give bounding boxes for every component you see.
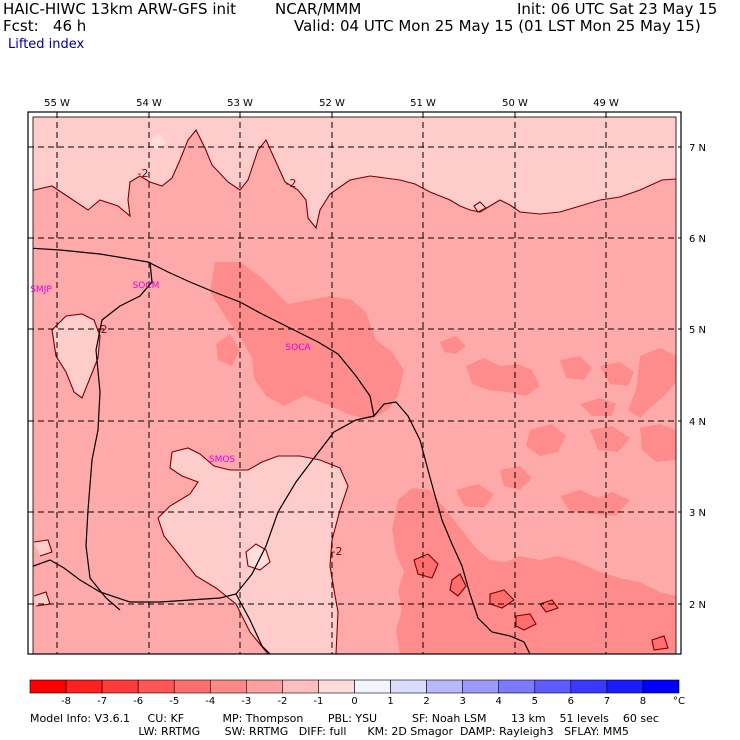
- colorbar-tick-label: 2: [423, 696, 429, 707]
- contour-label: -2: [286, 177, 297, 190]
- colorbar-tick-label: -2: [277, 696, 287, 707]
- contour-label: -2: [97, 323, 108, 336]
- colorbar-tick-label: 0: [351, 696, 357, 707]
- colorbar-swatch: [570, 679, 608, 694]
- borders: [33, 247, 531, 654]
- model-info-line1: Model Info: V3.6.1 CU: KF MP: Thompson P…: [30, 712, 659, 725]
- west-light-region: [52, 314, 100, 398]
- border-south: [235, 593, 271, 654]
- colorbar-tick-label: 7: [604, 696, 610, 707]
- colorbar-tick-label: 1: [387, 696, 393, 707]
- inner-frame: [32, 116, 677, 655]
- colorbar-tick-label: -3: [241, 696, 251, 707]
- colorbar-swatch: [173, 679, 211, 694]
- colorbar-tick-label: 4: [496, 696, 502, 707]
- lat-label: 4 N: [689, 417, 706, 428]
- colorbar-tick-label: 6: [568, 696, 574, 707]
- lat-label: 7 N: [689, 143, 706, 154]
- colorbar-swatch: [534, 679, 572, 694]
- forecast-hour: Fcst: 46 h: [3, 17, 87, 35]
- graticule: [28, 112, 681, 654]
- colorbar-swatch: [282, 679, 319, 694]
- colorbar-tick-label: 5: [532, 696, 538, 707]
- lon-label: 50 W: [502, 98, 528, 109]
- colorbar-tick-label: -1: [313, 696, 323, 707]
- institution-label: NCAR/MMM: [275, 0, 362, 18]
- colorbar-unit: °C: [673, 696, 685, 707]
- model-info-line2: LW: RRTMG SW: RRTMG DIFF: full KM: 2D Sm…: [30, 725, 629, 738]
- lon-label: 51 W: [410, 98, 436, 109]
- colorbar-swatch: [642, 679, 680, 694]
- colorbar-swatch: [390, 679, 427, 694]
- colorbar-tick-label: 3: [459, 696, 465, 707]
- colorbar-swatch: [137, 679, 175, 694]
- model-title: HAIC-HIWC 13km ARW-GFS init: [3, 0, 237, 18]
- contour-label: -2: [332, 545, 343, 558]
- colorbar-swatch: [29, 679, 67, 694]
- colorbar-swatch: [498, 679, 536, 694]
- station-label: SMOS: [209, 455, 236, 465]
- colorbar-swatch: [101, 679, 139, 694]
- lat-label: 2 N: [689, 600, 706, 611]
- southeast-dark-region: [392, 488, 676, 654]
- field-name: Lifted index: [8, 37, 85, 52]
- colorbar-swatch: [318, 679, 355, 694]
- colorbar-swatch: [354, 679, 391, 694]
- colorbar-swatch: [426, 679, 463, 694]
- lon-label: 52 W: [319, 98, 345, 109]
- border-west: [85, 261, 153, 611]
- lon-label: 54 W: [136, 98, 162, 109]
- colorbar-tick-label: -5: [169, 696, 179, 707]
- station-label: SMJP: [30, 285, 52, 295]
- colorbar: -8 -7 -6 -5 -4 -3 -2 -1 0 1 2 3 4 5 6 7 8 °C: [29, 679, 685, 707]
- lat-label: 3 N: [689, 508, 706, 519]
- lat-label: 6 N: [689, 234, 706, 245]
- lat-label: 5 N: [689, 325, 706, 336]
- colorbar-tick-label: 8: [640, 696, 646, 707]
- shaded-field: [33, 117, 676, 654]
- colorbar-swatch: [209, 679, 247, 694]
- station-label: SOCA: [285, 343, 311, 353]
- coastal-dark-region: [210, 262, 404, 420]
- colorbar-swatch: [606, 679, 644, 694]
- colorbar-tick-label: -4: [205, 696, 215, 707]
- colorbar-swatch: [246, 679, 283, 694]
- colorbar-tick-label: -8: [61, 696, 71, 707]
- colorbar-tick-label: -7: [97, 696, 107, 707]
- colorbar-swatch: [65, 679, 103, 694]
- valid-time: Valid: 04 UTC Mon 25 May 15 (01 LST Mon …: [294, 17, 701, 35]
- init-time: Init: 06 UTC Sat 23 May 15: [517, 0, 718, 18]
- lon-label: 55 W: [44, 98, 70, 109]
- lon-label: 49 W: [593, 98, 619, 109]
- colorbar-swatch: [462, 679, 500, 694]
- contour-label: -2: [138, 167, 149, 180]
- station-label: SOCM: [133, 281, 160, 291]
- border-marowijne: [33, 415, 375, 603]
- lon-label: 53 W: [227, 98, 253, 109]
- colorbar-tick-label: -6: [133, 696, 143, 707]
